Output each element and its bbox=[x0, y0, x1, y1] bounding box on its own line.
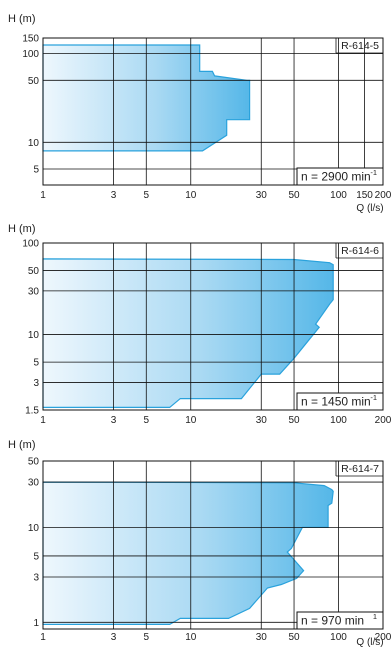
chart-panel: 1.5 3 5 10 30 50 100 1 3 5 10 30 50 100 200 H (m) Q (l/s… bbox=[8, 203, 391, 426]
x-tick-label: 10 bbox=[185, 632, 197, 643]
x-tick-label: 3 bbox=[111, 190, 117, 201]
y-tick-label: 100 bbox=[22, 239, 39, 250]
model-label: R-614-5 bbox=[341, 40, 379, 52]
speed-label: n = 1450 min bbox=[301, 395, 371, 409]
y-tick-label: 50 bbox=[28, 457, 40, 468]
x-tick-label: 3 bbox=[111, 632, 117, 643]
operating-range-area bbox=[42, 258, 334, 408]
x-tick-label: 100 bbox=[330, 632, 347, 643]
y-tick-label: 1.5 bbox=[25, 406, 39, 417]
speed-box bbox=[296, 167, 384, 186]
x-tick-label: 1 bbox=[40, 190, 46, 201]
y-tick-label: 100 bbox=[22, 49, 39, 60]
speed-exponent: -1 bbox=[370, 168, 377, 177]
x-tick-label: 200 bbox=[375, 415, 391, 426]
x-tick-label: 100 bbox=[330, 415, 347, 426]
x-tick-label: 100 bbox=[330, 190, 347, 201]
x-tick-label: 50 bbox=[288, 632, 300, 643]
speed-label: n = 2900 min bbox=[301, 170, 371, 184]
y-tick-label: 5 bbox=[33, 164, 39, 175]
y-tick-label: 3 bbox=[33, 378, 39, 389]
model-label: R-614-7 bbox=[341, 463, 379, 475]
x-tick-label: 10 bbox=[185, 190, 197, 201]
x-axis-label: Q (l/s) bbox=[356, 203, 383, 214]
y-tick-label: 30 bbox=[28, 286, 40, 297]
x-tick-label: 5 bbox=[143, 190, 149, 201]
x-tick-label: 50 bbox=[288, 190, 300, 201]
operating-range-area bbox=[42, 481, 334, 625]
y-tick-label: 10 bbox=[28, 330, 40, 341]
x-tick-label: 200 bbox=[375, 190, 391, 201]
x-tick-label: 10 bbox=[185, 415, 197, 426]
speed-box bbox=[296, 611, 384, 630]
x-tick-label: 1 bbox=[40, 632, 46, 643]
y-axis-label: H (m) bbox=[8, 223, 36, 235]
speed-exponent: -1 bbox=[370, 393, 377, 402]
y-tick-label: 10 bbox=[28, 138, 40, 149]
speed-box bbox=[296, 392, 384, 411]
y-tick-label: 50 bbox=[28, 266, 40, 277]
x-tick-label: 50 bbox=[288, 415, 300, 426]
x-tick-label: 30 bbox=[256, 632, 268, 643]
x-tick-label: 5 bbox=[143, 632, 149, 643]
x-tick-label: 150 bbox=[356, 190, 373, 201]
y-tick-label: 150 bbox=[22, 34, 39, 45]
y-axis-label: H (m) bbox=[8, 439, 36, 451]
y-tick-label: 50 bbox=[28, 76, 40, 87]
x-tick-label: 1 bbox=[40, 415, 46, 426]
x-tick-label: 200 bbox=[375, 632, 391, 643]
x-tick-label: 5 bbox=[143, 415, 149, 426]
x-tick-label: 3 bbox=[111, 415, 117, 426]
plot-frame bbox=[42, 242, 384, 411]
x-axis-label: Q (l/s) bbox=[356, 637, 383, 648]
y-axis-label: H (m) bbox=[8, 13, 36, 25]
y-tick-label: 3 bbox=[33, 573, 39, 584]
x-tick-label: 30 bbox=[256, 190, 268, 201]
x-tick-label: 30 bbox=[256, 415, 268, 426]
y-tick-label: 5 bbox=[33, 358, 39, 369]
model-label: R-614-6 bbox=[341, 245, 379, 257]
y-tick-label: 30 bbox=[28, 478, 40, 489]
speed-label: n = 970 min bbox=[301, 614, 364, 628]
chart-panel: 1 3 5 10 30 50 1 3 5 10 30 50 100 200 H (m) Q (l/s) R-61… bbox=[8, 439, 391, 648]
plot-frame bbox=[42, 460, 384, 630]
y-tick-label: 5 bbox=[33, 551, 39, 562]
plot-frame bbox=[42, 37, 384, 186]
speed-exponent: 1 bbox=[373, 612, 377, 621]
y-tick-label: 1 bbox=[33, 618, 39, 629]
y-tick-label: 10 bbox=[28, 523, 40, 534]
